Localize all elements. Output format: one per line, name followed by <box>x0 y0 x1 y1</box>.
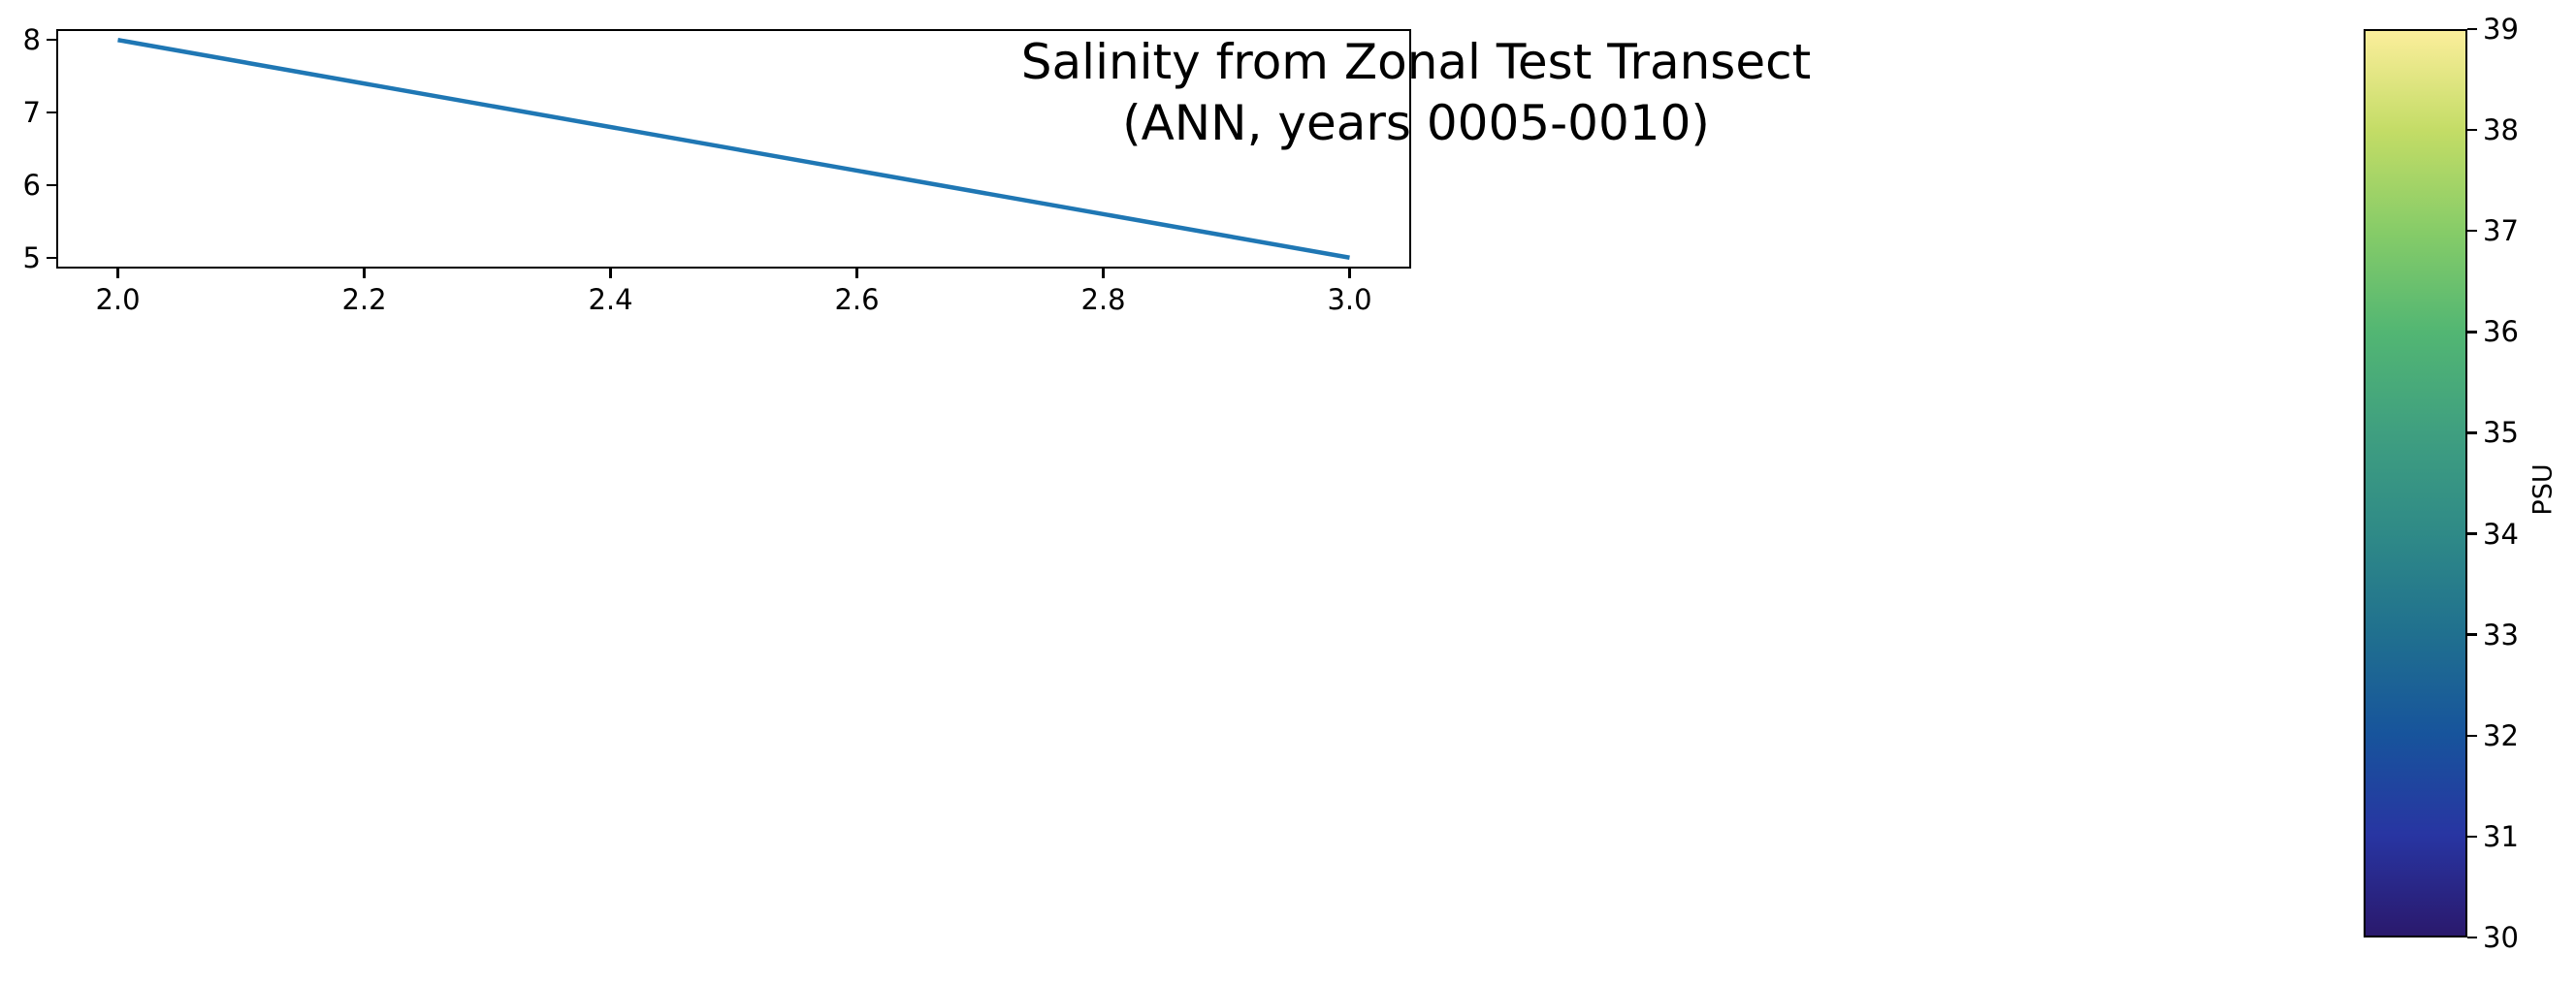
colorbar-tick-mark <box>2467 331 2477 334</box>
colorbar-tick-mark <box>2467 633 2477 636</box>
y-tick-mark <box>47 111 56 114</box>
y-tick-mark <box>47 256 56 260</box>
x-tick-label: 2.0 <box>95 283 141 316</box>
colorbar-tick-mark <box>2467 734 2477 738</box>
colorbar-tick-label: 34 <box>2483 517 2519 551</box>
colorbar-tick-label: 35 <box>2483 416 2519 450</box>
chart-title-line-1: Salinity from Zonal Test Transect <box>1020 34 1812 90</box>
x-tick-mark <box>855 269 858 278</box>
colorbar-tick-mark <box>2467 229 2477 233</box>
x-tick-mark <box>609 269 612 278</box>
x-tick-mark <box>1348 269 1351 278</box>
y-tick-label: 5 <box>22 240 41 274</box>
y-tick-label: 6 <box>22 168 41 202</box>
colorbar <box>2364 29 2467 937</box>
colorbar-tick-label: 30 <box>2483 921 2519 954</box>
colorbar-tick-mark <box>2467 532 2477 535</box>
colorbar-tick-mark <box>2467 128 2477 132</box>
colorbar-gradient <box>2366 31 2465 936</box>
colorbar-tick-mark <box>2467 835 2477 839</box>
colorbar-tick-label: 38 <box>2483 113 2519 147</box>
colorbar-tick-label: 32 <box>2483 718 2519 752</box>
x-tick-mark <box>1102 269 1105 278</box>
x-tick-mark <box>116 269 119 278</box>
x-tick-label: 2.2 <box>341 283 387 316</box>
x-tick-mark <box>363 269 366 278</box>
y-tick-label: 7 <box>22 96 41 130</box>
x-tick-label: 2.8 <box>1080 283 1126 316</box>
chart-title-line-2: (ANN, years 0005-0010) <box>1122 95 1710 151</box>
x-tick-label: 3.0 <box>1327 283 1372 316</box>
colorbar-label: PSU <box>2528 463 2559 516</box>
colorbar-tick-mark <box>2467 431 2477 434</box>
y-tick-mark <box>47 38 56 42</box>
colorbar-tick-label: 37 <box>2483 214 2519 248</box>
colorbar-tick-label: 36 <box>2483 315 2519 349</box>
colorbar-tick-mark <box>2467 27 2477 31</box>
colorbar-tick-mark <box>2467 936 2477 939</box>
y-tick-mark <box>47 183 56 187</box>
y-tick-label: 8 <box>22 23 41 57</box>
colorbar-tick-label: 39 <box>2483 13 2519 46</box>
chart-title: Salinity from Zonal Test Transect (ANN, … <box>1021 32 1811 154</box>
colorbar-tick-label: 33 <box>2483 618 2519 651</box>
x-tick-label: 2.4 <box>588 283 633 316</box>
colorbar-tick-label: 31 <box>2483 819 2519 853</box>
x-tick-label: 2.6 <box>834 283 880 316</box>
